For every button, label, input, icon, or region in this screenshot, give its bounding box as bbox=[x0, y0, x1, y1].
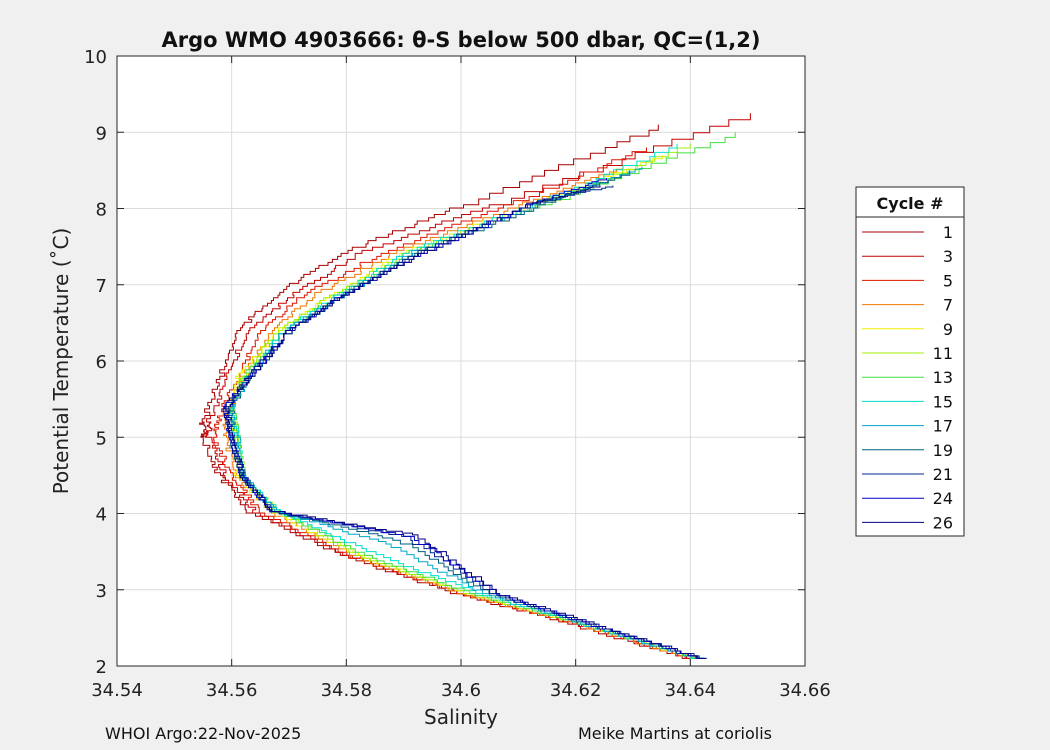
legend-label-cycle-3: 3 bbox=[943, 247, 953, 266]
legend-label-cycle-11: 11 bbox=[933, 344, 953, 363]
y-axis-ticks: 2 3 4 5 6 7 8 9 10 bbox=[84, 47, 805, 678]
legend-label-cycle-1: 1 bbox=[943, 223, 953, 242]
legend-label-cycle-9: 9 bbox=[943, 320, 953, 339]
x-axis-label: Salinity bbox=[424, 705, 498, 729]
series-cycle-26 bbox=[222, 185, 705, 659]
legend-label-cycle-17: 17 bbox=[933, 417, 953, 436]
footer-attribution: Meike Martins at coriolis bbox=[578, 724, 772, 743]
legend-label-cycle-19: 19 bbox=[933, 441, 953, 460]
x-tick-label: 34.56 bbox=[206, 680, 258, 701]
legend-label-cycle-24: 24 bbox=[933, 489, 953, 508]
footer-date: WHOI Argo:22-Nov-2025 bbox=[105, 724, 302, 743]
x-tick-label: 34.64 bbox=[665, 680, 717, 701]
y-tick-label: 3 bbox=[96, 581, 107, 602]
series-cycle-21 bbox=[223, 185, 707, 659]
series-cycle-17 bbox=[228, 166, 704, 659]
x-tick-label: 34.6 bbox=[441, 680, 481, 701]
y-tick-label: 9 bbox=[96, 123, 107, 144]
legend-label-cycle-13: 13 bbox=[933, 368, 953, 387]
x-tick-label: 34.58 bbox=[321, 680, 373, 701]
y-tick-label: 6 bbox=[96, 352, 107, 373]
legend-label-cycle-15: 15 bbox=[933, 392, 953, 411]
y-tick-label: 10 bbox=[84, 47, 107, 68]
chart-title: Argo WMO 4903666: θ-S below 500 dbar, QC… bbox=[162, 28, 761, 52]
legend-label-cycle-21: 21 bbox=[933, 465, 953, 484]
y-axis-label: Potential Temperature (˚C) bbox=[49, 228, 73, 495]
x-tick-label: 34.54 bbox=[91, 680, 143, 701]
x-axis-ticks: 34.54 34.56 34.58 34.6 34.62 34.64 34.66 bbox=[91, 56, 831, 701]
series-cycle-5 bbox=[213, 147, 698, 659]
x-tick-label: 34.62 bbox=[550, 680, 602, 701]
legend-label-cycle-26: 26 bbox=[933, 513, 953, 532]
y-tick-label: 8 bbox=[96, 200, 107, 221]
legend-label-cycle-7: 7 bbox=[943, 296, 953, 315]
legend-box bbox=[855, 186, 965, 537]
y-tick-label: 2 bbox=[96, 657, 107, 678]
y-tick-label: 7 bbox=[96, 276, 107, 297]
y-tick-label: 5 bbox=[96, 428, 107, 449]
legend-label-cycle-5: 5 bbox=[943, 271, 953, 290]
x-tick-label: 34.66 bbox=[779, 680, 831, 701]
series-layer bbox=[199, 113, 751, 659]
series-cycle-7 bbox=[222, 166, 697, 659]
y-tick-label: 4 bbox=[96, 505, 107, 526]
legend-title: Cycle # bbox=[877, 194, 944, 213]
